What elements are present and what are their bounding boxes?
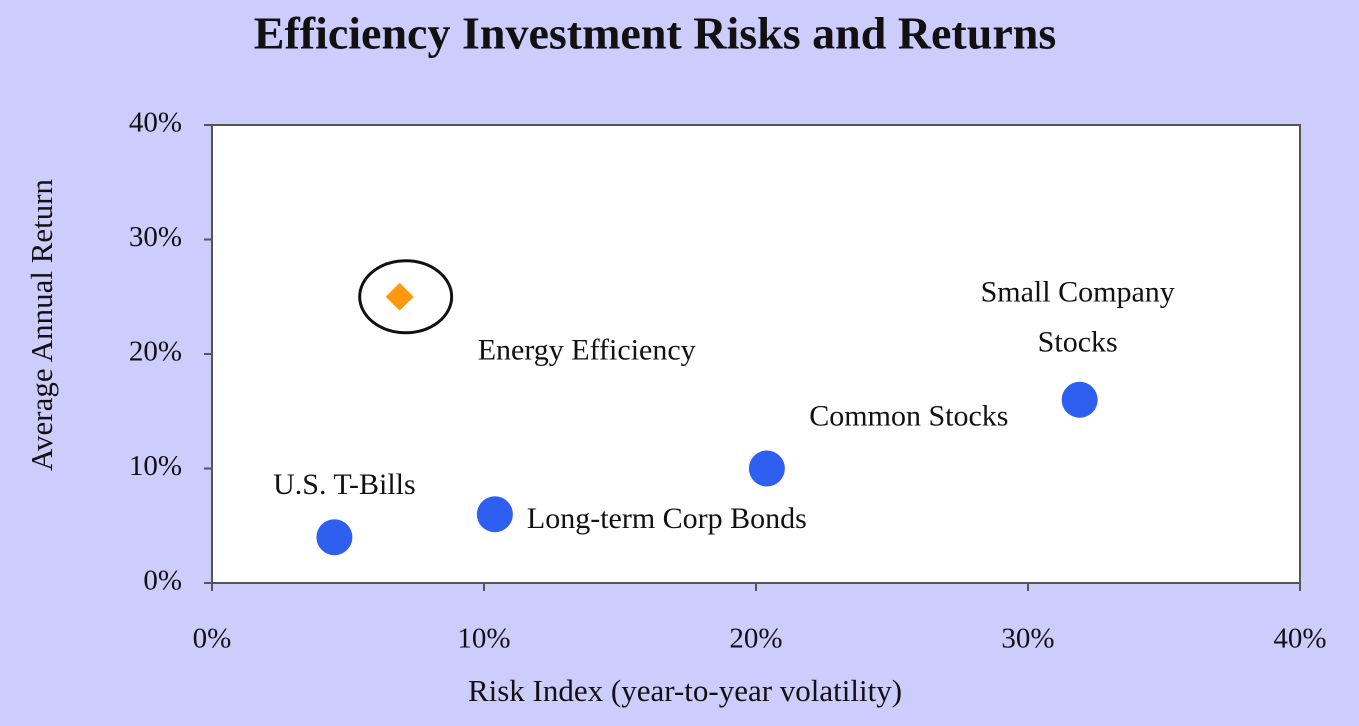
y-tick-label: 10%: [129, 450, 182, 482]
y-tick-label: 30%: [129, 221, 182, 253]
y-tick-label: 0%: [143, 565, 182, 597]
chart-title: Efficiency Investment Risks and Returns: [254, 8, 1056, 59]
point-label: U.S. T-Bills: [273, 468, 416, 501]
x-tick-label: 40%: [1273, 623, 1326, 655]
circle-marker: [1061, 381, 1098, 418]
diamond-marker: [385, 282, 414, 311]
point-label: Energy Efficiency: [478, 334, 696, 367]
highlight-ring: [358, 259, 454, 335]
circle-marker: [316, 519, 353, 556]
plot-area: [211, 124, 1301, 584]
point-label: Stocks: [1038, 326, 1118, 359]
circle-marker: [748, 450, 785, 487]
point-label: Long-term Corp Bonds: [527, 502, 807, 535]
x-tick-label: 10%: [457, 623, 510, 655]
x-axis-label: Risk Index (year-to-year volatility): [468, 673, 902, 708]
y-tick-label: 20%: [129, 336, 182, 368]
circle-marker: [476, 496, 513, 533]
point-label: Common Stocks: [809, 399, 1008, 432]
y-axis-label: Average Annual Return: [24, 178, 59, 471]
x-tick-label: 30%: [1001, 623, 1054, 655]
point-label: Small Company: [981, 276, 1175, 309]
x-tick-label: 0%: [193, 623, 232, 655]
x-tick-label: 20%: [729, 623, 782, 655]
y-tick-label: 40%: [129, 107, 182, 139]
